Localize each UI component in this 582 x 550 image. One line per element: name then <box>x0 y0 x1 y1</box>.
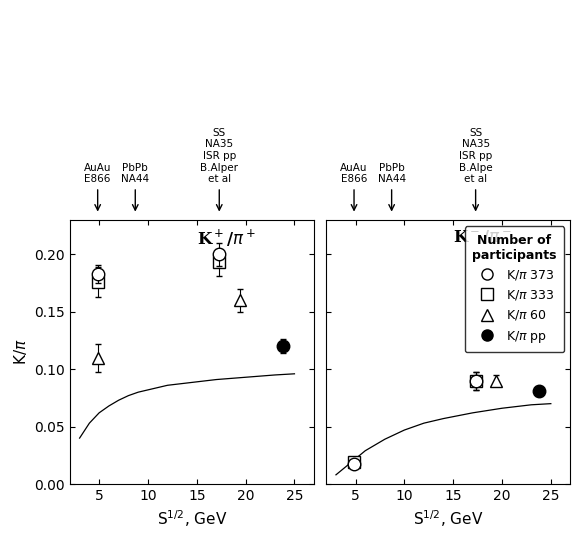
Text: PbPb
NA44: PbPb NA44 <box>121 163 150 184</box>
Text: AuAu
E866: AuAu E866 <box>84 163 111 184</box>
Y-axis label: K/$\pi$: K/$\pi$ <box>12 339 29 365</box>
X-axis label: S$^{1/2}$, GeV: S$^{1/2}$, GeV <box>157 508 227 529</box>
Legend: K/$\pi$ 373, K/$\pi$ 333, K/$\pi$ 60, K/$\pi$ pp: K/$\pi$ 373, K/$\pi$ 333, K/$\pi$ 60, K/… <box>464 226 564 352</box>
Text: PbPb
NA44: PbPb NA44 <box>378 163 406 184</box>
Text: SS
NA35
ISR pp
B.Alper
et al: SS NA35 ISR pp B.Alper et al <box>200 128 238 184</box>
X-axis label: S$^{1/2}$, GeV: S$^{1/2}$, GeV <box>413 508 484 529</box>
Text: SS
NA35
ISR pp
B.Alpe
et al: SS NA35 ISR pp B.Alpe et al <box>459 128 492 184</box>
Text: K$^+$/$\pi^+$: K$^+$/$\pi^+$ <box>197 228 256 249</box>
Text: AuAu
E866: AuAu E866 <box>340 163 368 184</box>
Text: K$^-$/$\pi^-$: K$^-$/$\pi^-$ <box>453 228 512 246</box>
